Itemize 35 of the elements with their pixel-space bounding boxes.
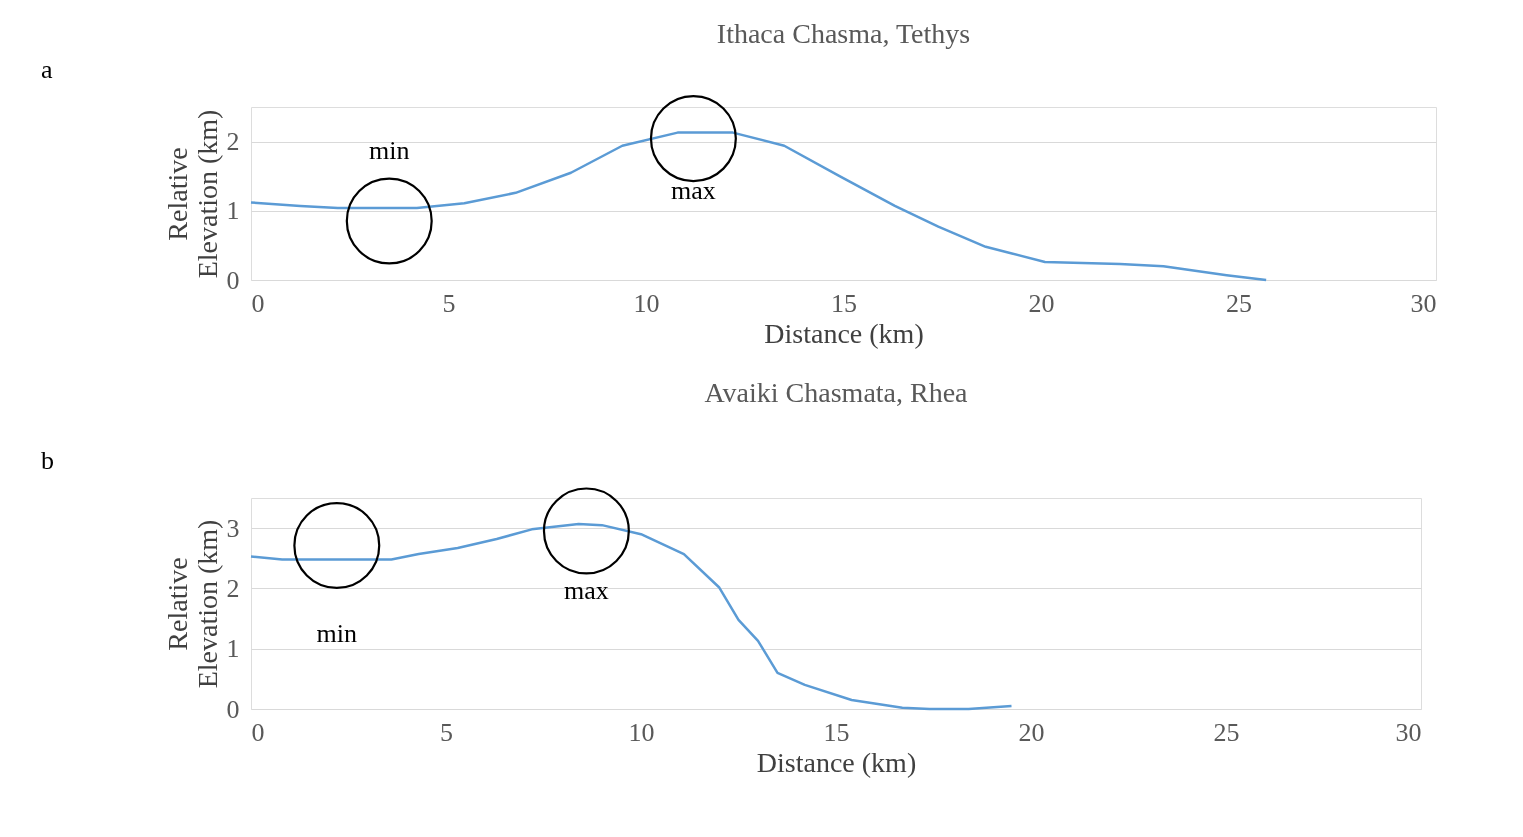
x-tick-label: 0 — [251, 288, 265, 318]
y-tick-label: 0 — [226, 265, 240, 295]
x-tick-label: 20 — [1018, 717, 1045, 747]
x-tick-label: 15 — [823, 717, 850, 747]
y-tick-label: 3 — [226, 513, 240, 543]
x-axis-title: Distance (km) — [764, 317, 924, 349]
x-tick-label: 30 — [1410, 288, 1437, 318]
y-tick-label: 1 — [226, 634, 240, 664]
annotation: max — [671, 175, 716, 205]
x-tick-label: 25 — [1226, 288, 1252, 318]
x-tick-label: 10 — [628, 717, 655, 747]
y-tick-label: 2 — [226, 127, 240, 157]
x-tick-label: 5 — [442, 288, 456, 318]
x-tick-label: 0 — [251, 717, 265, 747]
x-axis-title: Distance (km) — [756, 746, 917, 778]
x-tick-label: 15 — [831, 288, 857, 318]
x-tick-label: 25 — [1213, 717, 1240, 747]
chart-title: Avaiki Chasmata, Rhea — [704, 377, 969, 408]
annotation: min — [369, 136, 410, 166]
annotation: min — [316, 619, 358, 649]
line-series — [249, 522, 1013, 711]
y-tick-label: 1 — [226, 196, 240, 226]
text: a — [41, 55, 53, 84]
y-tick-label: 0 — [226, 694, 240, 724]
y-axis-title: Relative Elevation (km) — [161, 109, 223, 279]
chart-title: Ithaca Chasma, Tethys — [716, 18, 971, 49]
y-axis-title: Relative Elevation (km) — [161, 519, 223, 689]
x-tick-label: 30 — [1395, 717, 1422, 747]
y-tick-label: 2 — [226, 573, 240, 603]
line-series — [249, 131, 1268, 282]
x-tick-label: 10 — [633, 288, 660, 318]
x-tick-label: 20 — [1028, 288, 1055, 318]
text: b — [41, 446, 54, 475]
annotation: max — [564, 575, 609, 605]
x-tick-label: 5 — [440, 717, 453, 747]
